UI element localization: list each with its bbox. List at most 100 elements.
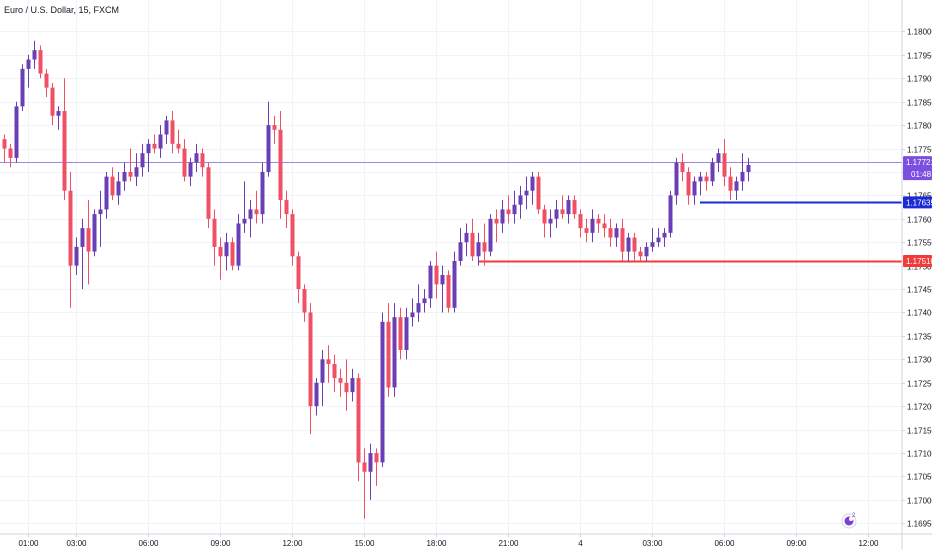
candle [548,209,553,238]
candle-body [32,50,37,60]
candle-body [380,321,385,463]
candle-body [14,106,19,158]
y-tick-label: 1.17250 [907,380,932,389]
candle-body [740,171,745,182]
candle [572,195,577,219]
candle [56,106,61,130]
current-price-tag: 1.17721 [906,158,932,167]
candle [578,209,583,238]
candle-body [398,317,403,350]
candle-body [290,214,295,257]
grid-lines [0,0,902,534]
y-tick-label: 1.17550 [907,239,932,248]
candle [92,209,97,257]
candle [104,171,109,219]
candle [428,260,433,308]
candle [692,176,697,205]
candle-body [2,139,7,149]
candle [608,218,613,247]
candle-body [716,153,721,163]
candle-body [536,176,541,210]
x-tick-label: 06:00 [714,539,735,548]
candle-body [596,218,601,224]
price-axis[interactable]: 1.16950 1.17000 1.17050 1.17100 1.17150 1.172… [902,28,932,529]
y-tick-label: 1.17100 [907,450,932,459]
candle-body [152,143,157,149]
candle [716,148,721,172]
candle-body [410,312,415,318]
candle-body [692,181,697,196]
tradingview-logo-icon[interactable]: 2 [841,513,857,529]
candle-body [158,134,163,149]
candle [176,129,181,154]
candle [218,237,223,280]
candle-body [392,317,397,388]
candle-body [74,246,79,266]
candle-body [662,232,667,238]
candle-body [176,143,181,149]
candle-body [248,209,253,219]
candle-body [320,359,325,383]
candle [242,181,247,233]
candle-body [590,218,595,233]
candle [668,190,673,238]
candle [662,228,667,247]
candle [380,312,385,468]
candle-body [500,209,505,224]
candle [626,232,631,261]
candle [542,204,547,238]
x-tick-label: 18:00 [426,539,447,548]
candle-body [620,228,625,252]
candle [746,157,751,182]
candle-body [566,200,571,215]
candle-body [440,275,445,285]
candle [704,171,709,191]
candle-body [254,209,259,215]
candle [506,195,511,224]
x-tick-label: 4 [578,539,583,548]
candle [422,289,427,313]
candle-body [236,223,241,266]
candle [368,443,373,500]
candle-body [206,167,211,219]
candle [230,237,235,271]
y-tick-label: 1.17900 [907,75,932,84]
candle-body [368,453,373,472]
candle [530,171,535,205]
candle [86,200,91,285]
candle-body [278,129,283,201]
candle [248,200,253,238]
candle [362,448,367,519]
candle-body [80,228,85,247]
candle-body [674,162,679,196]
candle-body [476,242,481,257]
candle-body [560,209,565,215]
candle [32,40,37,69]
candle-body [464,232,469,243]
candle-body [530,176,535,191]
candle [206,162,211,229]
candle [74,237,79,276]
candle-body [434,265,439,285]
candle-body [110,176,115,196]
x-tick-label: 09:00 [210,539,231,548]
candle-body [170,120,175,144]
candle [158,125,163,158]
candle-body [482,242,487,252]
candle [374,448,379,486]
candle-body [140,153,145,168]
time-axis[interactable]: 01:00 03:00 06:00 09:00 12:00 15:00 18:00 21:00… [18,534,879,548]
x-tick-label: 03:00 [66,539,87,548]
candle [440,265,445,313]
x-tick-label: 06:00 [138,539,159,548]
candle-body [458,242,463,261]
candle [488,214,493,257]
candle-body [704,176,709,182]
candle-body [686,171,691,196]
candle-body [698,176,703,182]
candle [644,242,649,261]
candle-body [86,228,91,252]
candle [2,134,7,163]
